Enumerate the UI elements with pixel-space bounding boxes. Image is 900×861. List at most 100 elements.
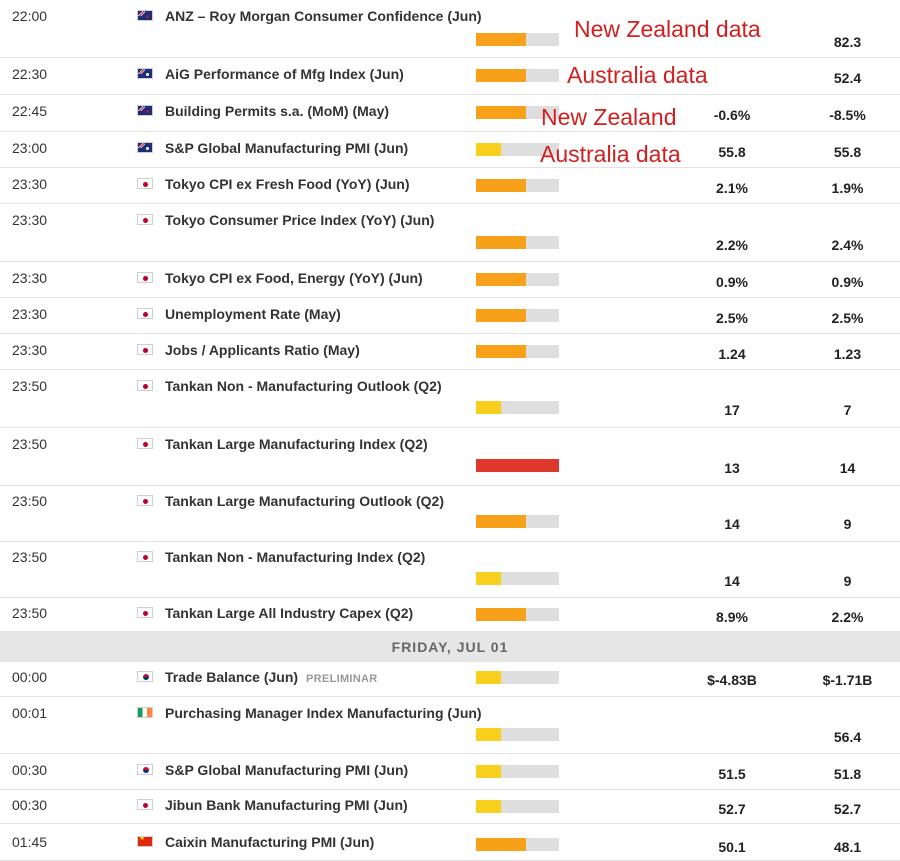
event-time: 22:45 <box>12 103 48 119</box>
event-name[interactable]: Jibun Bank Manufacturing PMI (Jun) <box>165 797 408 813</box>
calendar-row[interactable]: 23:00 S&P Global Manufacturing PMI (Jun) 5… <box>0 132 900 168</box>
jp-flag-icon <box>137 607 153 618</box>
actual-value: 51.5 <box>718 766 746 782</box>
event-name-text: Jibun Bank Manufacturing PMI (Jun) <box>165 797 408 813</box>
jp-flag-icon <box>137 438 153 449</box>
impact-meter-fill <box>476 515 526 528</box>
event-name[interactable]: Tankan Large Manufacturing Outlook (Q2) <box>165 493 444 509</box>
impact-meter-fill <box>476 345 526 358</box>
ie-flag-icon <box>137 707 153 718</box>
previous-value: 51.8 <box>833 766 862 782</box>
impact-meter-fill <box>476 273 526 286</box>
event-name-text: Tankan Large Manufacturing Index (Q2) <box>165 436 428 452</box>
previous-value: 9 <box>843 573 852 589</box>
calendar-row[interactable]: 22:30 AiG Performance of Mfg Index (Jun) 5… <box>0 58 900 95</box>
previous-value: 9 <box>843 516 852 532</box>
event-name-text: Tokyo CPI ex Food, Energy (YoY) (Jun) <box>165 270 423 286</box>
calendar-row[interactable]: 23:30 Jobs / Applicants Ratio (May) 1.24 1.… <box>0 334 900 370</box>
nz-flag-icon <box>137 10 153 21</box>
event-time: 00:00 <box>12 669 48 685</box>
previous-value: 52.7 <box>833 801 862 817</box>
previous-value: 14 <box>839 460 856 476</box>
jp-flag-icon <box>137 551 153 562</box>
actual-value: 2.2% <box>716 237 748 253</box>
calendar-row[interactable]: 23:50 Tankan Non - Manufacturing Index (Q… <box>0 542 900 598</box>
event-name[interactable]: S&P Global Manufacturing PMI (Jun) <box>165 140 408 156</box>
jp-flag-icon <box>137 799 153 810</box>
cn-flag-icon <box>137 836 153 847</box>
calendar-row[interactable]: 23:50 Tankan Large Manufacturing Outlook … <box>0 486 900 542</box>
event-time: 23:00 <box>12 140 48 156</box>
event-name[interactable]: Tankan Non - Manufacturing Outlook (Q2) <box>165 378 442 394</box>
event-name[interactable]: Jobs / Applicants Ratio (May) <box>165 342 360 358</box>
jp-flag-icon <box>137 495 153 506</box>
event-name[interactable]: Tokyo Consumer Price Index (YoY) (Jun) <box>165 212 434 228</box>
event-time: 22:00 <box>12 8 48 24</box>
jp-flag-icon <box>137 344 153 355</box>
event-time: 23:50 <box>12 549 48 565</box>
calendar-row[interactable]: 01:45 Caixin Manufacturing PMI (Jun) 50.1 4… <box>0 826 900 861</box>
calendar-row[interactable]: 22:45 Building Permits s.a. (MoM) (May) -0… <box>0 95 900 132</box>
impact-meter-fill <box>476 800 501 813</box>
event-name[interactable]: Tankan Large Manufacturing Index (Q2) <box>165 436 428 452</box>
event-name[interactable]: Trade Balance (Jun) PRELIMINAR <box>165 669 378 685</box>
event-name-text: Tankan Large Manufacturing Outlook (Q2) <box>165 493 444 509</box>
event-time: 00:01 <box>12 705 48 721</box>
event-name[interactable]: Building Permits s.a. (MoM) (May) <box>165 103 389 119</box>
event-name-text: Unemployment Rate (May) <box>165 306 341 322</box>
event-name[interactable]: Caixin Manufacturing PMI (Jun) <box>165 834 374 850</box>
impact-meter <box>476 33 559 46</box>
event-name[interactable]: S&P Global Manufacturing PMI (Jun) <box>165 762 408 778</box>
impact-meter-fill <box>476 143 501 156</box>
previous-value: -8.5% <box>829 107 866 123</box>
calendar-row[interactable]: 23:30 Tokyo Consumer Price Index (YoY) (J… <box>0 204 900 262</box>
impact-meter-fill <box>476 401 501 414</box>
calendar-row[interactable]: 00:30 Jibun Bank Manufacturing PMI (Jun) 5… <box>0 790 900 824</box>
calendar-row[interactable]: 00:01 Purchasing Manager Index Manufactur… <box>0 697 900 754</box>
impact-meter <box>476 401 559 414</box>
preliminary-badge: PRELIMINAR <box>306 673 378 685</box>
actual-value: 17 <box>724 402 740 418</box>
event-name-text: Tankan Large All Industry Capex (Q2) <box>165 605 414 621</box>
impact-meter-fill <box>476 106 526 119</box>
calendar-row[interactable]: 00:30 S&P Global Manufacturing PMI (Jun) 5… <box>0 754 900 790</box>
impact-meter-fill <box>476 728 501 741</box>
calendar-row[interactable]: 00:00 Trade Balance (Jun) PRELIMINAR $-4.83… <box>0 662 900 697</box>
event-time: 23:50 <box>12 493 48 509</box>
event-name[interactable]: AiG Performance of Mfg Index (Jun) <box>165 66 404 82</box>
impact-meter-fill <box>476 33 526 46</box>
calendar-row[interactable]: 23:30 Tokyo CPI ex Fresh Food (YoY) (Jun)… <box>0 168 900 204</box>
previous-value: 2.4% <box>831 237 864 253</box>
calendar-row[interactable]: 23:50 Tankan Non - Manufacturing Outlook … <box>0 370 900 428</box>
impact-meter <box>476 179 559 192</box>
event-name[interactable]: Tankan Non - Manufacturing Index (Q2) <box>165 549 425 565</box>
impact-meter <box>476 838 559 851</box>
impact-meter-fill <box>476 572 501 585</box>
event-name[interactable]: Tankan Large All Industry Capex (Q2) <box>165 605 413 621</box>
previous-value: 82.3 <box>833 34 862 50</box>
au-flag-icon <box>137 68 153 79</box>
event-name-text: Tokyo Consumer Price Index (YoY) (Jun) <box>165 212 435 228</box>
event-name-text: Purchasing Manager Index Manufacturing (… <box>165 705 482 721</box>
calendar-row[interactable]: 23:30 Tokyo CPI ex Food, Energy (YoY) (Ju… <box>0 262 900 298</box>
calendar-row[interactable]: 23:30 Unemployment Rate (May) 2.5% 2.5% <box>0 298 900 334</box>
event-name-text: Trade Balance (Jun) <box>165 669 299 685</box>
previous-value: 7 <box>843 402 852 418</box>
event-time: 23:50 <box>12 605 48 621</box>
jp-flag-icon <box>137 214 153 225</box>
calendar-row[interactable]: 22:00 ANZ – Roy Morgan Consumer Confidenc… <box>0 0 900 58</box>
event-name-text: Jobs / Applicants Ratio (May) <box>165 342 360 358</box>
event-name[interactable]: ANZ – Roy Morgan Consumer Confidence (Ju… <box>165 8 482 24</box>
event-name[interactable]: Unemployment Rate (May) <box>165 306 341 322</box>
actual-value: 55.8 <box>718 144 746 160</box>
previous-value: 2.2% <box>831 609 864 625</box>
event-time: 23:30 <box>12 270 48 286</box>
calendar-row[interactable]: 23:50 Tankan Large All Industry Capex (Q2… <box>0 598 900 632</box>
calendar-row[interactable]: 23:50 Tankan Large Manufacturing Index (Q… <box>0 428 900 486</box>
event-name[interactable]: Tokyo CPI ex Fresh Food (YoY) (Jun) <box>165 176 410 192</box>
impact-meter <box>476 309 559 322</box>
event-time: 01:45 <box>12 834 48 850</box>
event-time: 23:30 <box>12 342 48 358</box>
event-name[interactable]: Tokyo CPI ex Food, Energy (YoY) (Jun) <box>165 270 423 286</box>
event-name[interactable]: Purchasing Manager Index Manufacturing (… <box>165 705 482 721</box>
